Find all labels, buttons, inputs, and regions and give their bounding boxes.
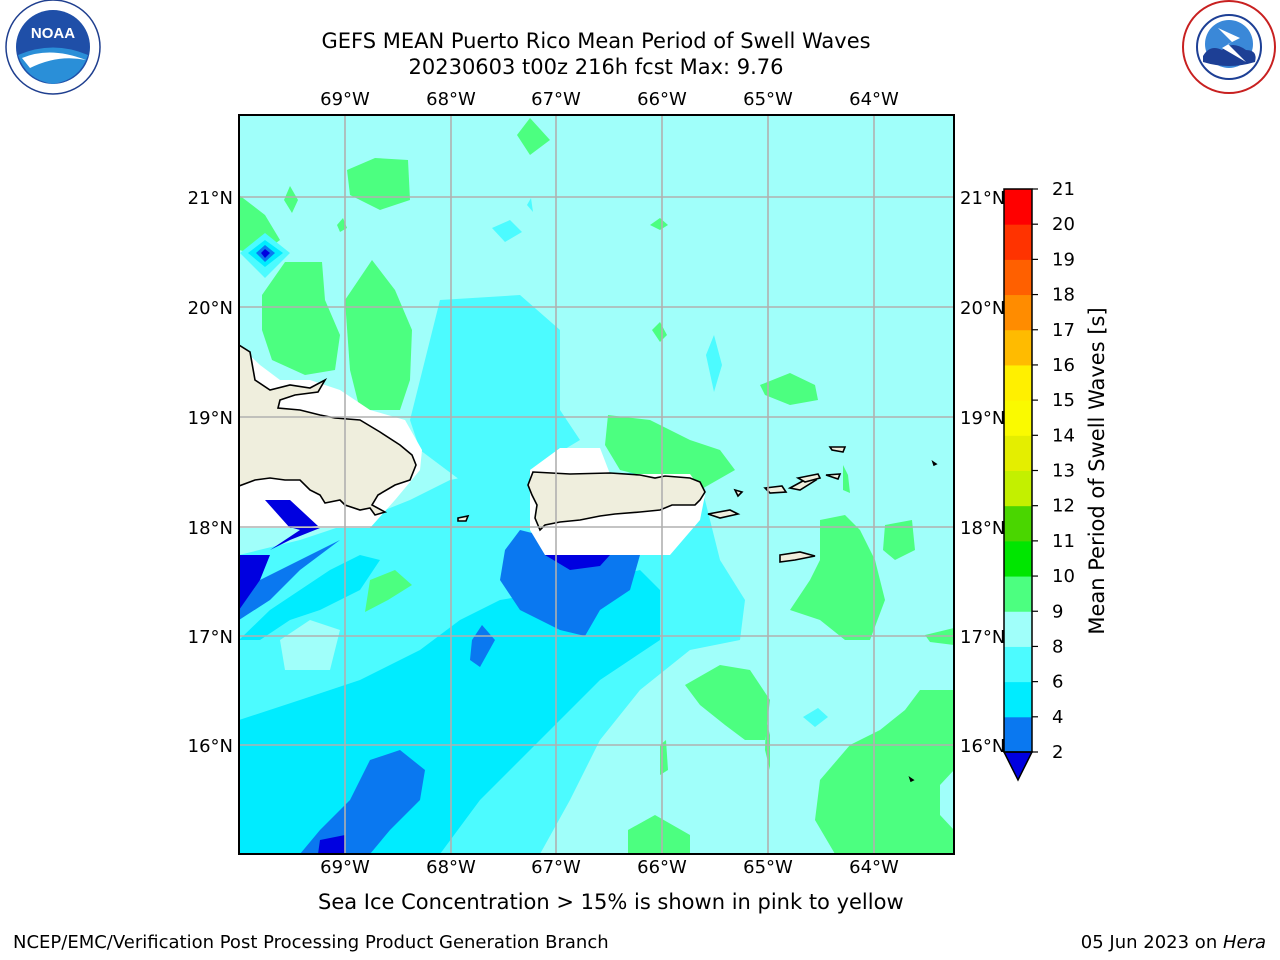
colorbar-title: Mean Period of Swell Waves [s] (1085, 307, 1109, 635)
lat-label-right: 16°N (960, 736, 1005, 757)
colorbar-tick-label: 10 (1052, 566, 1075, 587)
puerto-rico-land (527, 471, 706, 532)
lat-label-left: 18°N (188, 518, 233, 539)
colorbar-swatch (1004, 224, 1032, 260)
colorbar-swatch (1004, 329, 1032, 366)
colorbar-swatch (1004, 364, 1032, 401)
lon-label-bottom: 64°W (849, 857, 899, 878)
lat-label-left: 17°N (188, 627, 233, 648)
colorbar-swatch (1004, 681, 1032, 718)
colorbar-swatch (1004, 540, 1032, 577)
lat-label-left: 16°N (188, 736, 233, 757)
colorbar-swatch (1004, 294, 1032, 331)
lat-label-left: 19°N (188, 408, 233, 429)
swell-contour-9-10 (239, 118, 954, 854)
colorbar-tick-label: 15 (1052, 390, 1075, 411)
coastline (239, 344, 938, 783)
colorbar-tick-label: 18 (1052, 285, 1075, 306)
graticule (239, 115, 954, 854)
lon-label-bottom: 67°W (531, 857, 581, 878)
colorbar-swatch (1004, 716, 1032, 753)
lat-label-right: 17°N (960, 627, 1005, 648)
colorbar-tick-label: 2 (1052, 742, 1063, 763)
colorbar-under-triangle (1002, 751, 1034, 782)
lat-label-left: 21°N (188, 188, 233, 209)
axis-labels: 69°W 68°W 67°W 66°W 65°W 64°W 69°W 68°W … (188, 89, 1006, 878)
colorbar-tick-label: 14 (1052, 425, 1075, 446)
colorbar-tick-label: 17 (1052, 320, 1075, 341)
colorbar-swatch (1004, 470, 1032, 507)
noaa-logo-icon: NOAA (5, 0, 101, 95)
colorbar-tick-label: 9 (1052, 601, 1063, 622)
nws-logo-icon (1182, 0, 1276, 94)
swell-contour-under-2 (239, 555, 270, 610)
noaa-logo-text: NOAA (31, 25, 75, 42)
lon-label-top: 65°W (743, 89, 793, 110)
map-frame (238, 114, 955, 855)
date-text: 05 Jun 2023 on (1080, 932, 1223, 953)
colorbar-swatch (1004, 400, 1032, 436)
lat-label-right: 18°N (960, 518, 1005, 539)
colorbar-swatch (1004, 259, 1032, 296)
lat-label-right: 21°N (960, 188, 1005, 209)
lon-label-bottom: 66°W (637, 857, 687, 878)
colorbar-swatch (1004, 505, 1032, 542)
host-name: Hera (1222, 932, 1266, 953)
colorbar-tick-label: 11 (1052, 531, 1075, 552)
colorbar-swatch (1004, 435, 1032, 471)
colorbar-tick-label: 8 (1052, 636, 1063, 657)
date-stamp: 05 Jun 2023 on Hera (1081, 932, 1266, 953)
lat-label-left: 20°N (188, 298, 233, 319)
lat-label-right: 20°N (960, 298, 1005, 319)
lon-label-bottom: 69°W (320, 857, 370, 878)
credit-text: NCEP/EMC/Verification Post Processing Pr… (13, 932, 609, 953)
lon-label-top: 69°W (320, 89, 370, 110)
sea-ice-note: Sea Ice Concentration > 15% is shown in … (318, 890, 904, 914)
chart-title: GEFS MEAN Puerto Rico Mean Period of Swe… (321, 29, 871, 53)
lon-label-bottom: 65°W (743, 857, 793, 878)
lon-label-top: 68°W (426, 89, 476, 110)
colorbar-tick-label: 16 (1052, 355, 1075, 376)
lon-label-top: 66°W (637, 89, 687, 110)
colorbar-tick-label: 13 (1052, 461, 1075, 482)
lon-label-top: 64°W (849, 89, 899, 110)
colorbar-swatch (1004, 576, 1032, 612)
colorbar-swatch (1004, 611, 1032, 647)
colorbar-tick-label: 4 (1052, 707, 1063, 728)
hispaniola-land (239, 344, 417, 516)
lon-label-bottom: 68°W (426, 857, 476, 878)
colorbar-tick-label: 21 (1052, 179, 1075, 200)
chart-subtitle: 20230603 t00z 216h fcst Max: 9.76 (408, 55, 784, 79)
colorbar-swatch (1004, 189, 1032, 225)
colorbar-tick-label: 20 (1052, 214, 1075, 235)
lon-label-top: 67°W (531, 89, 581, 110)
colorbar-tick-label: 6 (1052, 672, 1063, 693)
colorbar-tick-label: 12 (1052, 496, 1075, 517)
colorbar-swatch (1004, 646, 1032, 683)
colorbar: 2 4 6 8 9 10 11 12 13 14 15 16 17 18 19 20 21 (1002, 179, 1075, 782)
swell-period-field (239, 115, 954, 854)
lat-label-right: 19°N (960, 408, 1005, 429)
colorbar-tick-label: 19 (1052, 249, 1075, 270)
